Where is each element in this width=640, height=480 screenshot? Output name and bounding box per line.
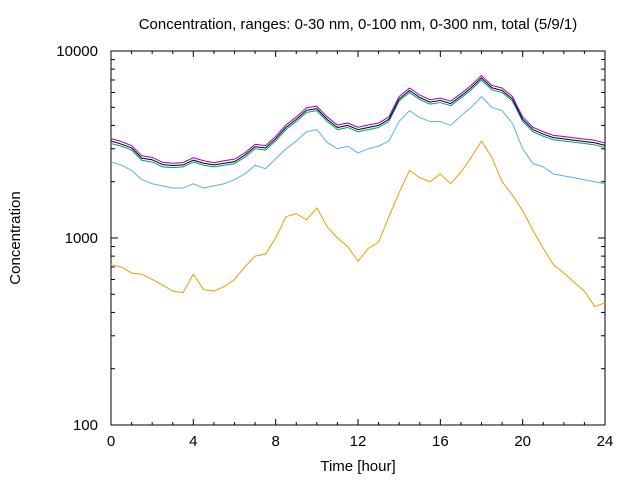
y-axis-label: Concentration <box>7 191 24 284</box>
x-tick-label: 0 <box>107 433 115 450</box>
x-tick-label: 8 <box>271 433 279 450</box>
series-lines <box>110 74 606 308</box>
chart-title: Concentration, ranges: 0-30 nm, 0-100 nm… <box>139 16 578 33</box>
series-line-3 <box>110 79 606 169</box>
x-tick-label: 4 <box>189 433 197 450</box>
axis-ticks <box>110 51 606 426</box>
y-tick-label: 10000 <box>56 43 98 60</box>
x-tick-label: 12 <box>350 433 367 450</box>
x-tick-label: 20 <box>514 433 531 450</box>
x-tick-label: 16 <box>432 433 449 450</box>
series-line-4 <box>110 77 606 167</box>
y-tick-label: 100 <box>73 417 98 434</box>
series-line-1 <box>110 140 606 308</box>
plot-area-frame <box>110 50 606 426</box>
series-line-5 <box>110 74 606 164</box>
x-tick-label: 24 <box>597 433 614 450</box>
y-tick-label: 1000 <box>65 230 98 247</box>
x-axis-label: Time [hour] <box>320 458 395 475</box>
tick-labels: 0 4 8 12 16 20 24 100 1000 10000 <box>56 43 613 450</box>
series-line-2 <box>110 96 606 189</box>
